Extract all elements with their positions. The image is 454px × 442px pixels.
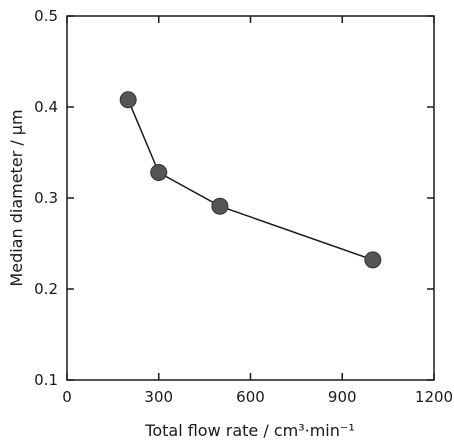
x-tick-label: 600 [236, 388, 265, 406]
y-tick-label: 0.2 [34, 280, 58, 298]
data-point [211, 197, 229, 215]
y-tick-label: 0.4 [34, 98, 58, 116]
series-line [127, 99, 374, 261]
y-axis-label: Median diameter / µm [7, 109, 26, 286]
data-point [119, 91, 137, 109]
y-tick-label: 0.5 [34, 7, 58, 25]
tick-marks [66, 15, 435, 381]
tick-labels: 0 300 600 900 1200 0.1 0.2 0.3 0.4 0.5 [34, 7, 453, 406]
x-tick-label: 1200 [415, 388, 453, 406]
data-point [150, 164, 168, 182]
plot-frame [66, 15, 435, 381]
y-tick-label: 0.3 [34, 189, 58, 207]
x-tick-label: 900 [328, 388, 357, 406]
x-tick-label: 0 [62, 388, 72, 406]
x-axis-label: Total flow rate / cm³·min⁻¹ [144, 421, 354, 440]
series-layer [119, 91, 382, 269]
x-tick-label: 300 [144, 388, 173, 406]
y-tick-label: 0.1 [34, 371, 58, 389]
data-point [364, 251, 382, 269]
